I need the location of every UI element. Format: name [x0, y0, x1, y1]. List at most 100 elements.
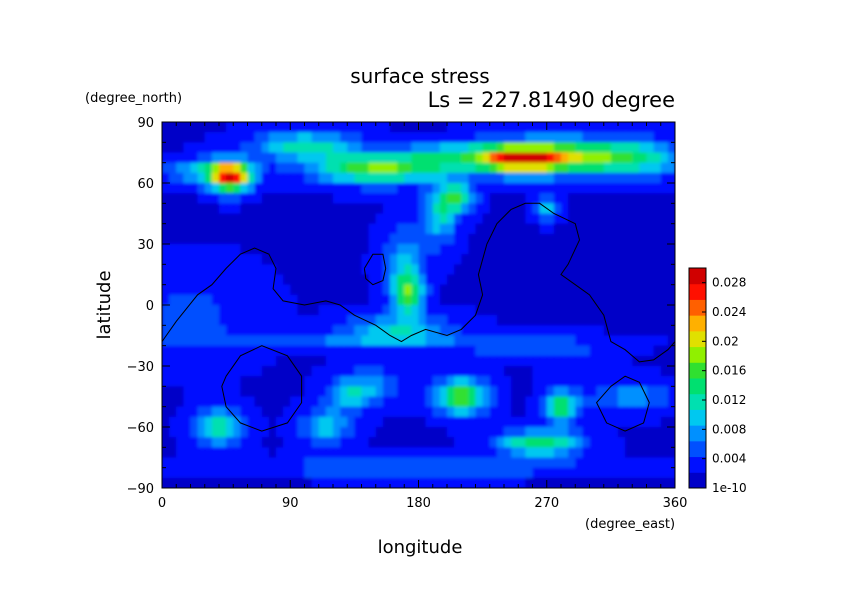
heatmap-cell — [347, 274, 355, 286]
heatmap-cell — [240, 305, 249, 316]
heatmap-cell — [325, 427, 334, 438]
heatmap-cell — [226, 203, 234, 215]
heatmap-cell — [254, 437, 263, 448]
heatmap-cell — [247, 386, 256, 398]
heatmap-cell — [340, 284, 348, 296]
heatmap-cell — [568, 142, 576, 154]
heatmap-cell — [233, 203, 241, 215]
heatmap-cell — [532, 162, 541, 174]
heatmap-cell — [618, 172, 626, 184]
heatmap-cell — [425, 427, 434, 438]
heatmap-cell — [418, 477, 427, 488]
heatmap-cell — [290, 325, 298, 337]
heatmap-cell — [390, 406, 398, 418]
heatmap-cell — [197, 172, 206, 184]
heatmap-cell — [454, 274, 462, 286]
heatmap-cell — [639, 294, 648, 306]
heatmap-cell — [283, 416, 291, 428]
heatmap-cell — [354, 386, 363, 398]
heatmap-cell — [354, 477, 363, 488]
heatmap-cell — [247, 122, 256, 133]
heatmap-cell — [219, 233, 227, 245]
heatmap-cell — [539, 284, 548, 296]
heatmap-cell — [646, 335, 655, 347]
heatmap-cell — [368, 183, 377, 194]
heatmap-cell — [240, 325, 249, 337]
heatmap-cell — [489, 172, 498, 184]
heatmap-cell — [397, 315, 405, 326]
heatmap-cell — [582, 396, 591, 408]
heatmap-cell — [261, 213, 270, 225]
heatmap-cell — [390, 274, 398, 286]
heatmap-cell — [447, 132, 455, 143]
heatmap-cell — [596, 152, 605, 164]
heatmap-cell — [283, 132, 291, 143]
heatmap-cell — [646, 203, 655, 215]
heatmap-cell — [667, 274, 675, 286]
heatmap-cell — [290, 203, 298, 215]
heatmap-cell — [247, 467, 256, 479]
heatmap-cell — [618, 264, 626, 276]
heatmap-cell — [197, 355, 206, 367]
colorbar-swatch — [689, 440, 706, 458]
heatmap-cell — [525, 437, 534, 448]
heatmap-cell — [333, 366, 341, 377]
heatmap-cell — [546, 406, 555, 418]
heatmap-cell — [247, 427, 256, 438]
heatmap-cell — [375, 366, 384, 377]
heatmap-cell — [204, 447, 213, 459]
heatmap-cell — [639, 183, 648, 194]
heatmap-cell — [204, 376, 213, 387]
heatmap-cell — [211, 335, 220, 347]
heatmap-cell — [582, 376, 591, 387]
heatmap-cell — [475, 305, 484, 316]
heatmap-cell — [183, 264, 192, 276]
heatmap-cell — [660, 162, 669, 174]
heatmap-cell — [653, 457, 662, 469]
heatmap-cell — [368, 152, 377, 164]
heatmap-cell — [197, 396, 206, 408]
heatmap-cell — [340, 213, 348, 225]
heatmap-cell — [496, 294, 505, 306]
heatmap-cell — [646, 457, 655, 469]
heatmap-cell — [211, 152, 220, 164]
heatmap-cell — [382, 386, 391, 398]
heatmap-cell — [568, 345, 576, 357]
heatmap-cell — [496, 203, 505, 215]
heatmap-cell — [318, 325, 327, 337]
heatmap-cell — [632, 376, 640, 387]
colorbar-label: 0.008 — [712, 422, 746, 436]
heatmap-cell — [261, 203, 270, 215]
heatmap-cell — [454, 447, 462, 459]
heatmap-cell — [190, 294, 199, 306]
heatmap-cell — [297, 213, 306, 225]
heatmap-cell — [197, 183, 206, 194]
heatmap-cell — [489, 315, 498, 326]
heatmap-cell — [589, 122, 598, 133]
heatmap-cell — [375, 132, 384, 143]
heatmap-cell — [304, 294, 313, 306]
heatmap-cell — [347, 376, 355, 387]
heatmap-cell — [525, 467, 534, 479]
heatmap-cell — [190, 172, 199, 184]
heatmap-cell — [454, 142, 462, 154]
heatmap-cell — [283, 427, 291, 438]
heatmap-cell — [447, 447, 455, 459]
heatmap-cell — [311, 294, 320, 306]
heatmap-cell — [418, 254, 427, 265]
heatmap-cell — [496, 396, 505, 408]
heatmap-cell — [496, 254, 505, 265]
heatmap-cell — [318, 477, 327, 488]
heatmap-cell — [404, 254, 412, 265]
heatmap-cell — [454, 264, 462, 276]
heatmap-cell — [411, 244, 420, 255]
heatmap-cell — [190, 406, 199, 418]
heatmap-cell — [197, 254, 206, 265]
heatmap-cell — [667, 264, 675, 276]
heatmap-cell — [347, 477, 355, 488]
heatmap-cell — [211, 477, 220, 488]
heatmap-cell — [304, 315, 313, 326]
heatmap-cell — [276, 233, 284, 245]
heatmap-cell — [219, 264, 227, 276]
heatmap-cell — [169, 325, 177, 337]
